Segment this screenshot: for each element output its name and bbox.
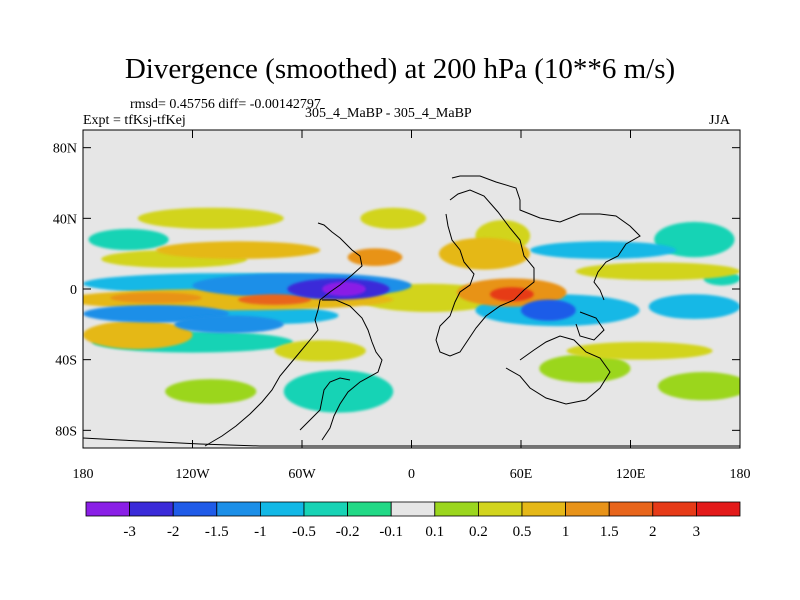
contour-region [156,241,321,259]
coastline-antarctic-peninsula [299,377,351,431]
colorbar-label: -2 [167,524,180,540]
contour-fields [83,207,740,413]
x-tick-label: 120W [175,467,210,482]
coastline-africa [435,189,535,357]
colorbar-swatch [565,501,610,517]
colorbar-swatch [477,501,523,517]
x-tick-label: 0 [408,467,415,482]
colorbar-label: -0.1 [379,524,403,540]
coastline-se-asia [575,311,605,341]
colorbar-swatch [303,501,348,517]
colorbar-label: 0.2 [469,524,488,540]
contour-region [110,292,202,304]
contour-region [283,370,394,413]
experiment-label: Expt = tfKsj-tfKej [83,113,186,128]
contour-region [174,315,284,334]
colorbar-label: 0.5 [513,524,532,540]
coastline-americas [204,222,363,447]
colorbar-label: -3 [123,524,136,540]
colorbar-label: 1.5 [600,524,619,540]
contour-region [83,320,193,350]
x-tick-label: 60E [510,467,533,482]
contour-region [165,379,257,404]
colorbar-swatch [390,501,436,517]
x-tick-label: 120E [616,467,646,482]
colorbar-swatch [652,501,697,517]
stats-text: rmsd= 0.45756 diff= -0.00142797 [130,97,321,112]
colorbar-label: 1 [562,524,570,540]
colorbar-label: -1.5 [205,524,229,540]
colorbar-swatch [259,501,305,517]
colorbar-swatch [85,501,130,517]
coastline-asia [451,175,641,301]
contour-region [521,299,576,321]
y-tick-label: 40S [55,354,77,369]
chart-title: Divergence (smoothed) at 200 hPa (10**6 … [124,53,676,85]
colorbar-label: 0.1 [425,524,444,540]
contour-region [137,207,284,229]
contour-region [438,237,531,270]
x-tick-label: 180 [730,467,751,482]
colorbar-swatch [434,501,479,517]
y-tick-label: 0 [70,283,77,298]
colorbar-swatch [521,501,566,517]
colorbar-label: -0.5 [292,524,316,540]
colorbar-label: 3 [693,524,701,540]
x-tick-label: 180 [73,467,94,482]
contour-region [657,372,740,401]
colorbar-label: -1 [254,524,267,540]
contour-region [347,248,403,267]
y-tick-label: 40N [53,212,77,227]
case-label: 305_4_MaBP - 305_4_MaBP [305,106,472,121]
coastline-australia [505,335,611,405]
contour-region [88,228,169,251]
colorbar-label: 2 [649,524,657,540]
contour-region [648,294,740,320]
colorbar-label: -0.2 [336,524,360,540]
coastline-antarctica [83,437,740,447]
axes: 180 120W 60W 0 60E 120E 180 80N 40N 0 40S 80S [53,130,751,482]
coastlines [83,175,740,447]
contour-region [274,340,366,362]
colorbar-swatch [129,501,174,517]
coastline-south-america [321,299,383,441]
contour-region [530,241,677,259]
contour-region [238,294,312,305]
contour-region [489,287,534,302]
y-tick-label: 80N [53,142,77,157]
colorbar: -3 -2 -1.5 -1 -0.5 -0.2 -0.1 0.1 0.2 0.5 1 1.5 2 3 [85,501,741,540]
x-tick-label: 60W [288,467,316,482]
season-label: JJA [709,113,731,128]
colorbar-swatch [696,501,741,517]
colorbar-swatch [216,501,261,517]
contour-region [575,262,740,281]
contour-region [360,207,427,229]
colorbar-swatch [608,501,654,517]
contour-region [322,281,366,297]
contour-region [566,342,713,360]
colorbar-swatch [347,501,392,517]
colorbar-swatch [172,501,218,517]
y-tick-label: 80S [55,424,77,439]
